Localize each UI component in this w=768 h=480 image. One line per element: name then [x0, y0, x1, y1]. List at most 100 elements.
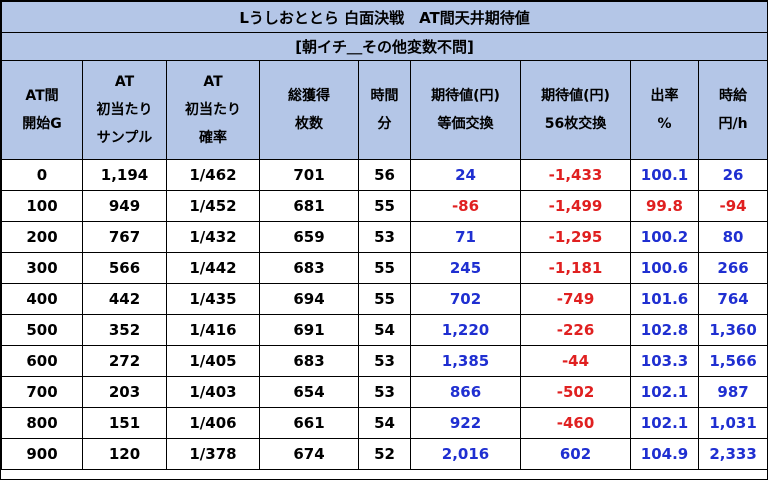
table-cell: 2,333 [697, 438, 768, 470]
table-cell: 764 [697, 283, 768, 315]
table-cell: 100.2 [630, 221, 699, 253]
table-cell: 1/403 [166, 376, 260, 408]
table-cell: 1,220 [410, 314, 521, 346]
table-cell: -1,499 [520, 190, 631, 222]
column-header-3: 総獲得 枚数 [259, 60, 359, 160]
table-cell: 702 [410, 283, 521, 315]
table-cell: 100.6 [630, 252, 699, 284]
table-cell: 922 [410, 407, 521, 439]
title-row: Lうしおととら 白面決戦 AT間天井期待値 [0, 1, 768, 33]
column-header-line: 総獲得 [288, 88, 330, 104]
column-header-line: 時間 [370, 88, 399, 104]
column-header-line: 出率 [650, 88, 679, 104]
table-cell: -226 [520, 314, 631, 346]
table-cell: 52 [358, 438, 411, 470]
table-cell: 103.3 [630, 345, 699, 377]
table-cell: 659 [259, 221, 359, 253]
table-cell: 1,566 [697, 345, 768, 377]
column-header-line: 等価交換 [437, 116, 494, 132]
table-cell: 102.1 [630, 407, 699, 439]
table-cell: 55 [358, 283, 411, 315]
table-cell: 1,194 [82, 159, 167, 191]
table-row: 0 1,194 1/462 701 56 24 -1,433 100.1 26 [1, 159, 768, 191]
table-cell: 674 [259, 438, 359, 470]
table-subtitle: [朝イチ＿その他変数不問] [0, 32, 768, 61]
table-cell: 1/378 [166, 438, 260, 470]
table-cell: 701 [259, 159, 359, 191]
table-cell: 442 [82, 283, 167, 315]
table-row: 500 352 1/416 691 54 1,220 -226 102.8 1,360 [1, 314, 768, 346]
table-cell: -44 [520, 345, 631, 377]
table-cell: 54 [358, 407, 411, 439]
column-header-line: 分 [377, 116, 392, 132]
column-header-line: 初当たり [96, 102, 153, 118]
table-cell: 56 [358, 159, 411, 191]
table-cell: 767 [82, 221, 167, 253]
expected-value-table: Lうしおととら 白面決戦 AT間天井期待値 [朝イチ＿その他変数不問] AT間開… [0, 1, 768, 470]
table-cell: 1/406 [166, 407, 260, 439]
table-cell: 26 [697, 159, 768, 191]
table-cell: 55 [358, 190, 411, 222]
table-cell: 683 [259, 252, 359, 284]
column-header-2: AT 初当たり 確率 [166, 60, 260, 160]
column-header-line: 時給 [719, 88, 748, 104]
column-header-1: AT 初当たりサンプル [82, 60, 167, 160]
table-cell: 99.8 [630, 190, 699, 222]
column-header-7: 出率% [630, 60, 699, 160]
table-cell: -1,433 [520, 159, 631, 191]
column-header-5: 期待値(円) 等価交換 [410, 60, 521, 160]
table-cell: 683 [259, 345, 359, 377]
table-title: Lうしおととら 白面決戦 AT間天井期待値 [0, 1, 768, 33]
table-cell: -94 [697, 190, 768, 222]
table-cell: 700 [1, 376, 83, 408]
table-cell: 1/432 [166, 221, 260, 253]
column-header-line: AT間 [25, 88, 59, 104]
table-cell: 245 [410, 252, 521, 284]
table-cell: 654 [259, 376, 359, 408]
column-header-row: AT間 開始G AT 初当たり サンプル AT 初当たり 確率 総獲得 枚数 時間分 期待値(円) 等価… [1, 60, 768, 160]
table-cell: 0 [1, 159, 83, 191]
column-header-line: 確率 [199, 130, 227, 146]
table-cell: 1,360 [697, 314, 768, 346]
column-header-line: 期待値(円) [541, 88, 610, 104]
table-cell: 24 [410, 159, 521, 191]
table-cell: 1/462 [166, 159, 260, 191]
column-header-line: % [657, 116, 672, 132]
table-cell: 100 [1, 190, 83, 222]
table-cell: 200 [1, 221, 83, 253]
table-cell: 400 [1, 283, 83, 315]
column-header-line: 期待値(円) [431, 88, 500, 104]
table-cell: 71 [410, 221, 521, 253]
table-row: 300 566 1/442 683 55 245 -1,181 100.6 266 [1, 252, 768, 284]
table-cell: 1,385 [410, 345, 521, 377]
table-row: 400 442 1/435 694 55 702 -749 101.6 764 [1, 283, 768, 315]
table-cell: 2,016 [410, 438, 521, 470]
table-cell: 694 [259, 283, 359, 315]
table-cell: 800 [1, 407, 83, 439]
table-cell: 949 [82, 190, 167, 222]
table-cell: 661 [259, 407, 359, 439]
table-cell: 1/452 [166, 190, 260, 222]
table-row: 900 120 1/378 674 52 2,016 602 104.9 2,333 [1, 438, 768, 470]
column-header-0: AT間開始G [1, 60, 83, 160]
column-header-line: サンプル [96, 130, 153, 146]
subtitle-row: [朝イチ＿その他変数不問] [0, 32, 768, 61]
table-cell: 987 [697, 376, 768, 408]
table-row: 200 767 1/432 659 53 71 -1,295 100.2 80 [1, 221, 768, 253]
table-cell: 691 [259, 314, 359, 346]
table-cell: 1/405 [166, 345, 260, 377]
table-cell: 681 [259, 190, 359, 222]
column-header-line: 開始G [22, 116, 62, 132]
table-row: 600 272 1/405 683 53 1,385 -44 103.3 1,566 [1, 345, 768, 377]
table-cell: -1,181 [520, 252, 631, 284]
table-cell: 566 [82, 252, 167, 284]
table-cell: 1/435 [166, 283, 260, 315]
table-cell: 1,031 [697, 407, 768, 439]
table-cell: 266 [697, 252, 768, 284]
column-header-6: 期待値(円) 56枚交換 [520, 60, 631, 160]
table-cell: 55 [358, 252, 411, 284]
table-row: 100 949 1/452 681 55 -86 -1,499 99.8 -94 [1, 190, 768, 222]
table-row: 800 151 1/406 661 54 922 -460 102.1 1,031 [1, 407, 768, 439]
column-header-line: AT [114, 74, 135, 90]
